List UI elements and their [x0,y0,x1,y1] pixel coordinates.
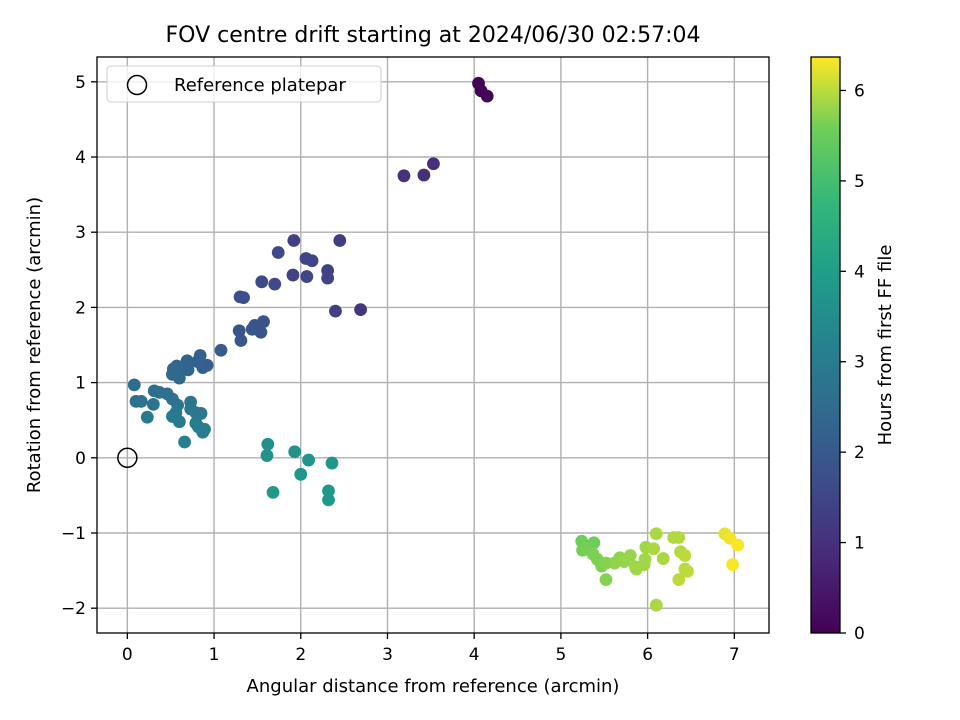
colorbar-tick-label: 4 [854,262,865,282]
data-point [299,252,313,265]
legend-box [106,65,382,103]
data-point [232,324,246,338]
data-point [397,169,411,183]
data-point [294,467,308,481]
data-point [300,270,314,283]
colorbar-tick-label: 5 [854,172,865,192]
y-tick-label: 3 [75,223,86,243]
data-point [726,558,739,571]
data-point [134,394,148,408]
chart-title: FOV centre drift starting at 2024/06/30 … [166,23,701,48]
data-point [287,234,301,247]
y-tick-label: 2 [75,298,86,318]
data-point [245,322,259,336]
data-point [427,157,440,171]
data-point [417,168,431,182]
y-axis-ticks: −2 −1 0 1 2 3 4 5 [61,73,97,619]
data-point [576,543,589,557]
x-tick-label: 2 [295,645,306,665]
x-axis-label: Angular distance from reference (arcmin) [247,676,620,697]
data-point [127,378,141,392]
data-point [656,552,670,565]
x-tick-label: 1 [209,645,220,665]
colorbar-tick-label: 0 [854,624,865,644]
data-point [286,268,300,282]
data-point [637,558,651,571]
x-tick-label: 3 [382,645,393,665]
colorbar-tick-label: 3 [854,353,865,373]
data-point [234,334,248,347]
colorbar-ticks: 0 1 2 3 4 5 6 [840,81,865,644]
x-tick-label: 7 [729,645,740,665]
x-tick-label: 0 [122,645,133,665]
data-point [681,564,694,578]
data-point [266,485,280,499]
colorbar-tick-label: 2 [854,443,865,463]
data-point [172,371,186,385]
data-point [333,234,347,247]
y-tick-label: −2 [61,599,86,619]
data-point [140,410,154,424]
data-point [271,246,285,259]
data-point [678,549,692,562]
y-tick-label: 1 [75,374,86,394]
data-point [647,542,661,556]
x-tick-label: 4 [469,645,480,665]
x-tick-label: 5 [555,645,566,665]
data-point [172,415,186,429]
data-point [623,549,637,562]
data-point [260,449,274,462]
data-point [261,437,275,451]
data-point [672,531,686,544]
data-point [194,407,208,420]
grid-lines [97,57,769,633]
legend: Reference platepar [106,65,382,103]
data-point [649,598,663,612]
data-point [268,277,282,291]
data-point [214,343,228,357]
legend-marker [126,74,148,96]
data-point [322,493,335,507]
data-point [672,573,686,587]
data-point [321,271,335,285]
plot-frame [96,56,770,634]
x-axis-ticks: 0 1 2 3 4 5 6 7 [122,633,740,665]
colorbar-tick-label: 6 [854,81,865,101]
y-axis-label: Rotation from reference (arcmin) [24,197,45,493]
colorbar-label: Hours from first FF file [875,245,896,446]
data-point [354,303,367,317]
data-point [325,456,339,470]
data-point [146,398,160,411]
scatter-points [127,76,745,612]
y-tick-label: 4 [75,148,86,168]
data-point [191,355,204,368]
colorbar: 0 1 2 3 4 5 6 Hours from first FF file [810,56,896,644]
y-tick-label: −1 [61,524,86,544]
legend-label: Reference platepar [174,75,346,96]
data-point [302,453,315,467]
data-point [178,435,191,449]
reference-platepar-marker [117,447,138,469]
data-point [480,89,494,103]
data-point [288,445,302,459]
data-point [731,538,745,552]
data-point [196,425,210,439]
y-tick-label: 5 [75,73,86,93]
colorbar-tick-label: 1 [854,534,865,554]
x-tick-label: 6 [642,645,653,665]
colorbar-gradient [810,56,841,634]
data-point [649,527,663,541]
data-point [599,573,613,587]
data-point [322,484,335,498]
data-point [233,290,247,304]
data-point [255,275,269,289]
y-tick-label: 0 [75,449,86,469]
data-point [329,304,342,318]
